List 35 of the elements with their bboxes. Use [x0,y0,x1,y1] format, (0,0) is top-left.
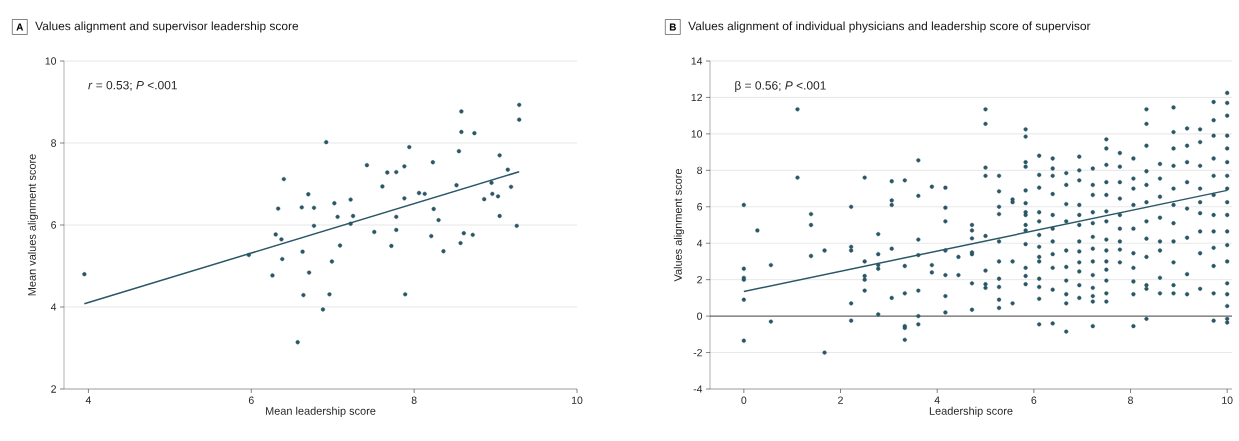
x-tick-label: 8 [411,396,417,404]
x-tick-label: 2 [838,396,843,404]
text: B [669,23,676,31]
y-axis-title: Mean values alignment score [27,154,38,296]
chart-title: Values alignment of individual physicians and leadership score of supervisor [688,21,1091,33]
y-tick-label: 6 [697,203,703,211]
chart-title: Values alignment and supervisor leadership score [35,21,299,33]
y-tick-label: 2 [697,276,702,284]
y-tick-label: -2 [693,348,702,357]
x-tick-label: 6 [1031,396,1037,404]
annotation: r = 0.53; P <.001 [88,80,177,91]
x-tick-label: 4 [85,396,92,404]
y-tick-label: 12 [691,93,702,102]
y-tick-label: 14 [691,57,703,65]
y-tick-label: 6 [51,221,57,229]
x-tick-label: 8 [1128,396,1133,404]
y-tick-label: 4 [50,303,57,311]
annotation: β = 0.56; P <.001 [735,80,826,93]
x-tick-label: 6 [248,396,254,404]
y-tick-label: 8 [51,139,57,147]
y-tick-label: 8 [697,166,703,175]
y-tick-label: -4 [693,385,703,393]
y-tick-label: 4 [696,239,703,247]
x-axis-title: Leadership score [929,406,1013,417]
x-tick-label: 0 [741,396,747,404]
y-axis-title: Values alignment score [673,168,684,282]
x-tick-label: 10 [571,396,583,404]
y-tick-label: 10 [45,57,57,65]
x-tick-label: 10 [1222,396,1233,404]
x-axis-title: Mean leadership score [265,406,376,417]
y-tick-label: 2 [51,385,56,393]
text: A [16,23,24,31]
y-tick-label: 0 [697,312,703,320]
x-tick-label: 4 [934,396,940,404]
y-tick-label: 10 [691,130,703,138]
